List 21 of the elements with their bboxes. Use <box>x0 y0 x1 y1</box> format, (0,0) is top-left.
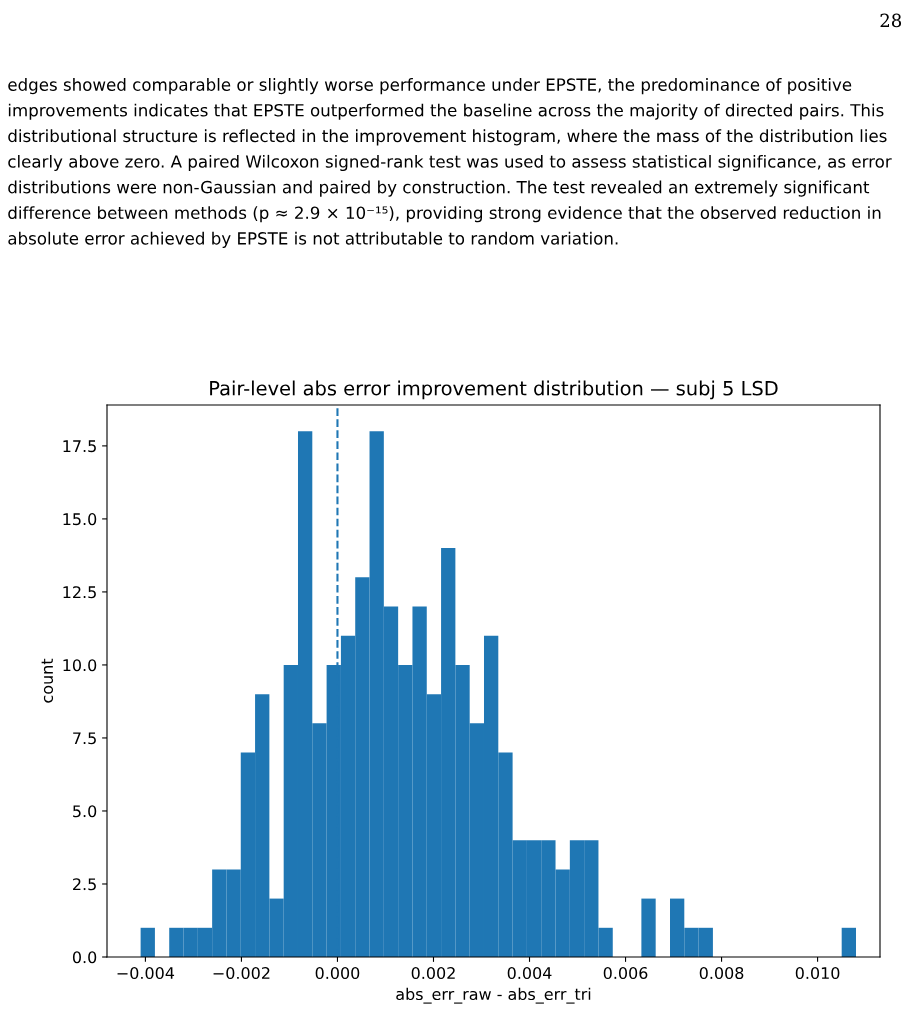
x-axis-title: abs_err_raw - abs_err_tri <box>396 987 591 1004</box>
y-axis-title: count <box>41 658 54 703</box>
y-tick-label: 2.5 <box>73 878 96 891</box>
x-tick-label: 0.008 <box>699 967 744 980</box>
x-tick-label: −0.002 <box>213 967 270 980</box>
y-tick-label: 5.0 <box>73 805 97 818</box>
x-tick-label: −0.004 <box>117 967 175 980</box>
text: edges showed comparable or slightly worse performance under EPSTE, the predominance of positive improvements indicates that EPSTE outperformed the baseline across the majority of directed pairs. This distributional structure is reflected in the improvement histogram, where the mass of the distribution lies clearly above zero. A paired Wilcoxon signed-rank test was used to assess statistical significance, as error distributions were non-Gaussian and paired by construction. The test revealed an extremely significant difference between methods (p ≈ 2.9 × 10⁻¹⁵), providing strong evidence that the observed reduction in absolute error achieved by EPSTE is not attributable to random variation. <box>8 78 892 248</box>
x-tick-label: 0.002 <box>411 967 455 980</box>
x-tick-label: 0.004 <box>507 967 552 980</box>
y-tick-label: 15.0 <box>63 513 97 526</box>
y-tick-label: 0.0 <box>72 951 97 964</box>
chart-title: Pair-level abs error improvement distribution — subj 5 LSD <box>210 380 778 400</box>
x-tick-label: 0.010 <box>795 967 840 980</box>
x-tick-label: 0.000 <box>315 967 360 980</box>
text: 28 <box>880 13 902 28</box>
y-tick-label: 7.5 <box>73 732 96 745</box>
y-tick-label: 12.5 <box>63 586 96 599</box>
y-tick-label: 17.5 <box>63 440 96 453</box>
y-tick-label: 10.0 <box>63 659 97 672</box>
x-tick-label: 0.006 <box>603 967 648 980</box>
